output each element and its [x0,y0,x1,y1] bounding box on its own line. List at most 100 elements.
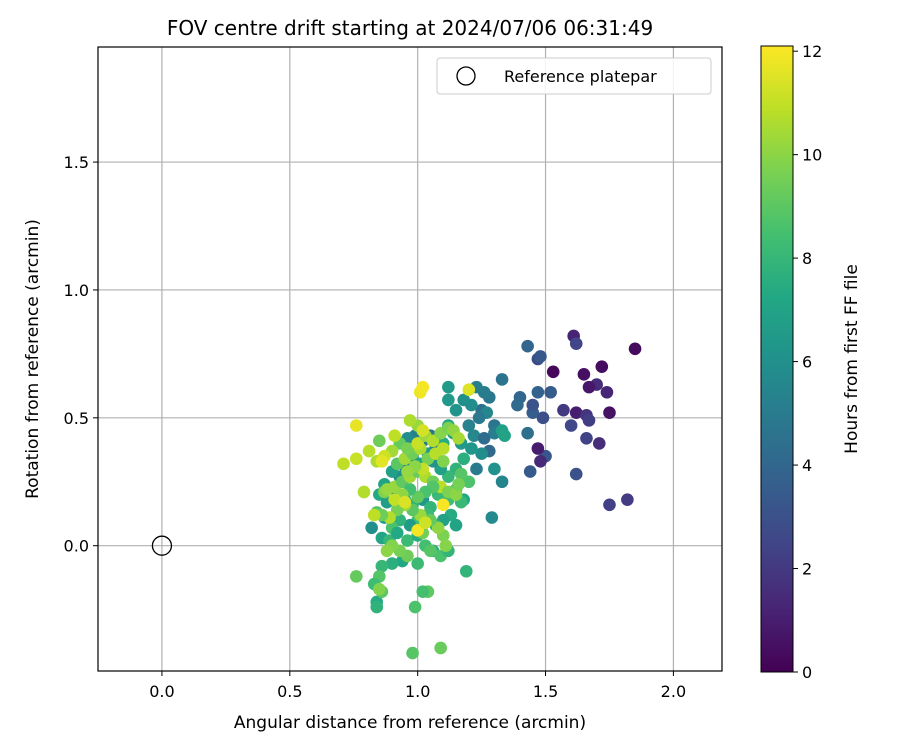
x-tick-label: 0.5 [277,682,302,701]
data-point [388,493,401,506]
data-point [449,518,463,532]
data-point [390,526,404,540]
data-point [411,524,424,537]
data-point [424,544,437,558]
data-point [442,380,455,394]
colorbar-ticks: 0 2 4 6 8 10 12 [793,42,822,682]
data-point [580,431,593,445]
data-point [375,559,389,573]
data-point [439,539,453,552]
data-point [337,457,350,471]
y-tick-label: 0.5 [64,409,89,428]
data-point [375,454,389,468]
data-point [416,380,430,394]
x-tick-label: 0.0 [149,682,174,701]
data-point [411,490,424,504]
data-point [488,462,501,476]
data-point [521,339,534,353]
data-point [531,385,545,399]
grid-lines [98,47,722,671]
data-point [416,424,430,437]
data-point [436,442,450,455]
chart-title: FOV centre drift starting at 2024/07/06 … [167,16,653,40]
colorbar-tick-label: 8 [802,249,812,268]
data-point [373,582,386,596]
data-point [467,429,481,443]
data-point [380,483,394,496]
data-point [569,337,583,350]
colorbar-tick-label: 6 [802,353,812,372]
data-point [498,429,511,443]
data-point [390,503,404,517]
x-tick-label: 2.0 [661,682,686,701]
data-point [349,570,363,583]
data-point [600,385,614,399]
data-point [452,431,465,445]
data-point [495,373,509,386]
legend-box [436,57,712,95]
data-point [511,398,524,412]
y-tick-label: 1.0 [64,281,89,300]
data-point [577,368,591,381]
plot-frame [97,46,723,672]
data-point [595,360,609,373]
data-point [357,485,371,499]
data-point [362,444,376,458]
data-point [385,557,399,570]
data-point [349,452,363,466]
data-point [393,513,407,527]
reference-marker [151,535,173,556]
data-point [416,585,430,599]
data-point [401,465,414,478]
colorbar-tick-label: 4 [802,456,812,475]
data-point [603,406,616,420]
data-point [403,414,417,427]
colorbar-label: Hours from first FF file [842,264,862,454]
data-point [449,488,463,501]
colorbar-gradient [760,45,794,673]
data-point [406,646,419,660]
data-point [380,544,394,558]
data-point [401,534,414,547]
data-point [472,411,486,425]
x-tick-label: 1.5 [533,682,558,701]
data-point [582,380,596,394]
data-point [569,467,583,481]
data-point [534,454,547,468]
data-point [388,429,401,443]
data-point [569,406,583,420]
data-point [411,437,424,450]
colorbar-tick-label: 2 [802,560,812,579]
data-point [564,419,578,432]
data-point [485,511,499,524]
data-point [436,498,450,512]
data-point [495,475,509,489]
legend: Reference platepar [436,57,712,95]
data-point [452,478,465,491]
data-point [454,467,468,481]
colorbar: 0 2 4 6 8 10 12 Hours from first FF file [760,42,862,682]
data-point [462,475,476,489]
data-point [442,393,455,407]
x-axis-ticks: 0.0 0.5 1.0 1.5 2.0 [149,671,686,701]
data-point [365,521,378,535]
data-point [457,452,471,466]
data-point [523,465,537,478]
data-point [449,403,463,417]
colorbar-tick-label: 0 [802,663,812,682]
colorbar-tick-label: 12 [802,42,822,61]
data-point [419,516,432,529]
data-point [477,431,491,445]
data-point [459,564,473,578]
data-point [546,365,560,379]
y-axis-ticks: 0.0 0.5 1.0 1.5 [64,153,98,556]
data-point [462,419,476,432]
data-points [337,329,642,660]
data-point [536,411,550,425]
legend-marker-icon [456,66,476,86]
data-point [465,442,478,455]
y-axis-label: Rotation from reference (arcmin) [23,219,43,499]
data-point [544,385,557,399]
data-point [592,437,606,450]
colorbar-tick-label: 10 [802,146,822,165]
